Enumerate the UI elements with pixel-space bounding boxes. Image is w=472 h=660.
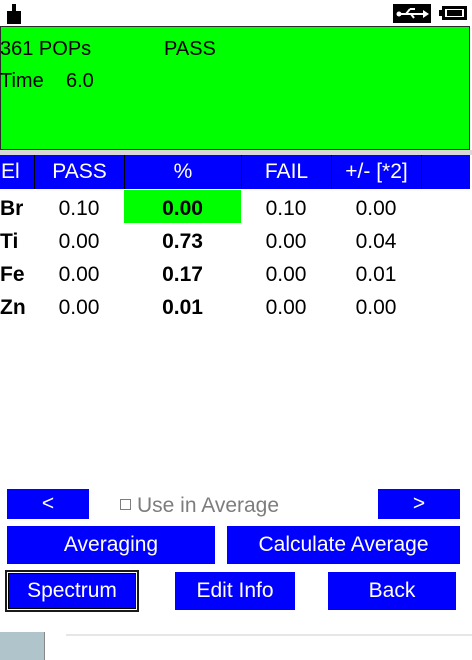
edit-info-button[interactable]: Edit Info [174,571,296,611]
header-error: +/- [*2] [331,155,421,189]
previous-button[interactable]: < [6,488,90,520]
row-pass: 0.10 [58,197,100,220]
spectrum-button[interactable]: Spectrum [5,570,139,612]
row-percent: 0.01 [162,296,203,319]
row-pass: 0.00 [58,230,100,253]
row-element: Br [0,197,24,220]
row-element: Zn [0,296,26,319]
divider [0,150,472,155]
row-pass: 0.00 [58,263,100,286]
next-button[interactable]: > [377,488,461,520]
result-panel [0,26,470,150]
use-in-average-label: Use in Average [137,494,280,517]
header-fail: FAIL [241,155,331,189]
time-label: Time [0,70,44,92]
row-fail: 0.00 [265,296,307,319]
result-count: 361 POPs [0,38,92,60]
row-error: 0.00 [355,197,397,220]
time-value: 6.0 [66,70,94,92]
averaging-button[interactable]: Averaging [6,525,216,565]
header-pass: PASS [34,155,124,189]
row-error: 0.01 [355,263,397,286]
row-pass: 0.00 [58,296,100,319]
row-element: Ti [0,230,19,253]
lock-icon [7,4,21,24]
use-in-average-checkbox[interactable]: Use in Average [120,492,360,520]
row-percent: 0.17 [162,263,203,286]
battery-icon [439,6,467,20]
taskbar-divider [66,634,472,636]
row-element: Fe [0,263,25,286]
row-error: 0.04 [355,230,397,253]
back-button[interactable]: Back [327,571,457,611]
taskbar-thumbnail[interactable] [0,632,45,660]
row-fail: 0.00 [265,263,307,286]
header-percent: % [124,155,241,189]
calculate-average-button[interactable]: Calculate Average [226,525,461,565]
row-percent: 0.00 [162,197,203,220]
checkbox-icon[interactable] [120,499,131,510]
header-element: El [1,160,20,183]
row-error: 0.00 [355,296,397,319]
taskbar [0,632,472,660]
usb-icon [393,4,431,23]
row-fail: 0.10 [265,197,307,220]
row-fail: 0.00 [265,230,307,253]
row-percent: 0.73 [162,230,203,253]
table-header: El PASS % FAIL +/- [*2] [0,155,470,189]
percent-highlight [124,190,241,223]
header-spacer [421,155,470,189]
result-verdict: PASS [164,38,216,60]
